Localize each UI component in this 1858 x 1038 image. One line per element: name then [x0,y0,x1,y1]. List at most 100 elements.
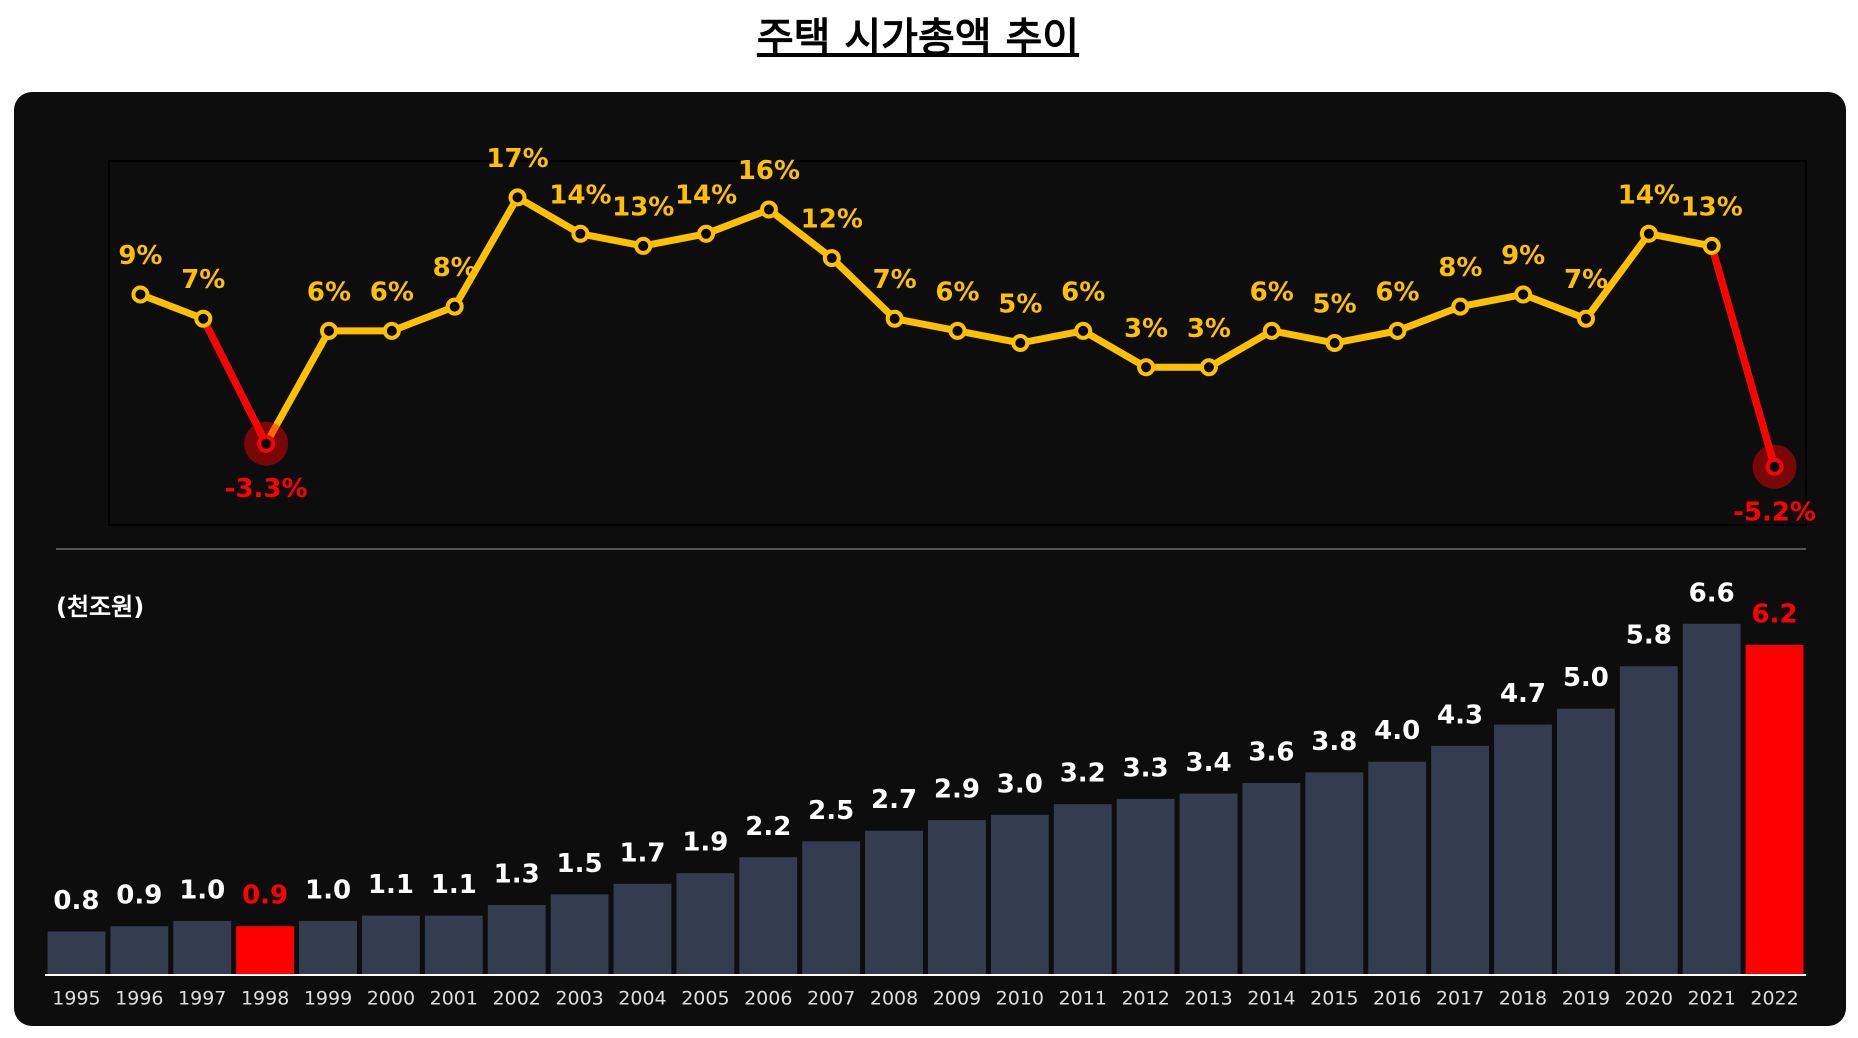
x-tick-label: 1998 [241,988,289,1010]
point [508,188,527,207]
data-label: 3% [1124,314,1168,344]
data-label: 2.9 [934,775,980,805]
page-title: 주택 시가총액 추이 [757,15,1079,61]
point [885,309,904,328]
point [1074,321,1093,340]
bar [1494,724,1552,974]
x-tick-label: 2009 [933,988,981,1010]
bar [487,905,546,974]
point [445,297,464,316]
data-label: 17% [486,144,548,174]
bar [1305,772,1364,974]
point [697,224,716,243]
data-label: 1.0 [179,875,225,905]
point [1262,321,1281,340]
bar [299,920,357,974]
data-label: 16% [738,156,800,186]
point [1451,297,1470,316]
bar [928,820,986,974]
data-label: 9% [118,241,162,271]
data-label: 7% [873,265,917,295]
bar [110,926,169,974]
data-label: 6% [370,277,414,307]
x-tick-label: 2015 [1310,988,1358,1010]
data-label: -5.2% [1733,497,1816,527]
point [194,309,213,328]
point [571,224,590,243]
point [257,434,276,453]
bar [1619,666,1678,974]
point [131,285,150,304]
data-label: 5.8 [1626,621,1672,651]
data-label: 14% [1618,180,1680,210]
data-label: 1.7 [619,838,665,868]
data-label: 2.5 [808,796,854,826]
bar [1682,623,1741,974]
point [822,249,841,268]
data-label: 6% [307,277,351,307]
data-label: 9% [1501,241,1545,271]
x-tick-label: 2016 [1373,988,1421,1010]
data-label: 1.9 [682,828,728,858]
line-plot-frame [108,160,1807,526]
point [319,321,338,340]
bar [361,915,420,974]
data-label: 4.3 [1437,700,1483,730]
bar [1242,782,1301,974]
x-tick-label: 2002 [493,988,541,1010]
bar [1179,793,1238,974]
data-label: 3% [1187,314,1231,344]
x-tick-label: 2010 [996,988,1044,1010]
bar [1431,745,1490,974]
x-tick-label: 1997 [178,988,226,1010]
x-tick-label: 2005 [681,988,729,1010]
data-label: 3.8 [1311,727,1357,757]
data-label: 0.9 [242,881,288,911]
data-label: 1.1 [368,870,414,900]
x-tick-label: 2001 [430,988,478,1010]
x-tick-label: 2004 [618,988,666,1010]
point [1702,236,1721,255]
bar [990,814,1049,974]
x-tick-label: 2007 [807,988,855,1010]
x-tick-label: 2003 [555,988,603,1010]
data-label: 3.0 [997,769,1043,799]
x-tick-label: 2014 [1247,988,1295,1010]
data-label: 6% [1061,277,1105,307]
data-label: 4.7 [1500,679,1546,709]
data-label: 8% [433,253,477,283]
bar [1556,708,1615,974]
x-tick-label: 2020 [1625,988,1673,1010]
x-tick-label: 2012 [1121,988,1169,1010]
x-tick-label: 2017 [1436,988,1484,1010]
bar [1745,644,1804,974]
bar [1368,761,1427,974]
point [1765,457,1784,476]
data-label: 6.2 [1752,599,1798,629]
point [1011,334,1030,352]
point [759,200,778,219]
x-tick-label: 2022 [1750,988,1798,1010]
bar [865,830,923,974]
data-label: 1.3 [494,860,540,890]
data-label: 2.7 [871,785,917,815]
bar [47,931,106,974]
point [1577,309,1596,328]
highlight-segment [199,315,270,448]
bar [1053,804,1112,974]
x-tick-label: 2006 [744,988,792,1010]
x-tick-label: 2019 [1562,988,1610,1010]
x-tick-label: 1995 [52,988,100,1010]
bar [802,841,861,974]
x-tick-label: 2008 [870,988,918,1010]
point [1199,358,1218,377]
bar [424,915,483,974]
data-label: 2.2 [745,812,791,842]
data-label: 7% [181,265,225,295]
data-label: 5.0 [1563,663,1609,693]
data-label: -3.3% [225,474,308,504]
bar [613,883,672,974]
data-label: 5% [1313,290,1357,320]
x-tick-label: 1999 [304,988,352,1010]
